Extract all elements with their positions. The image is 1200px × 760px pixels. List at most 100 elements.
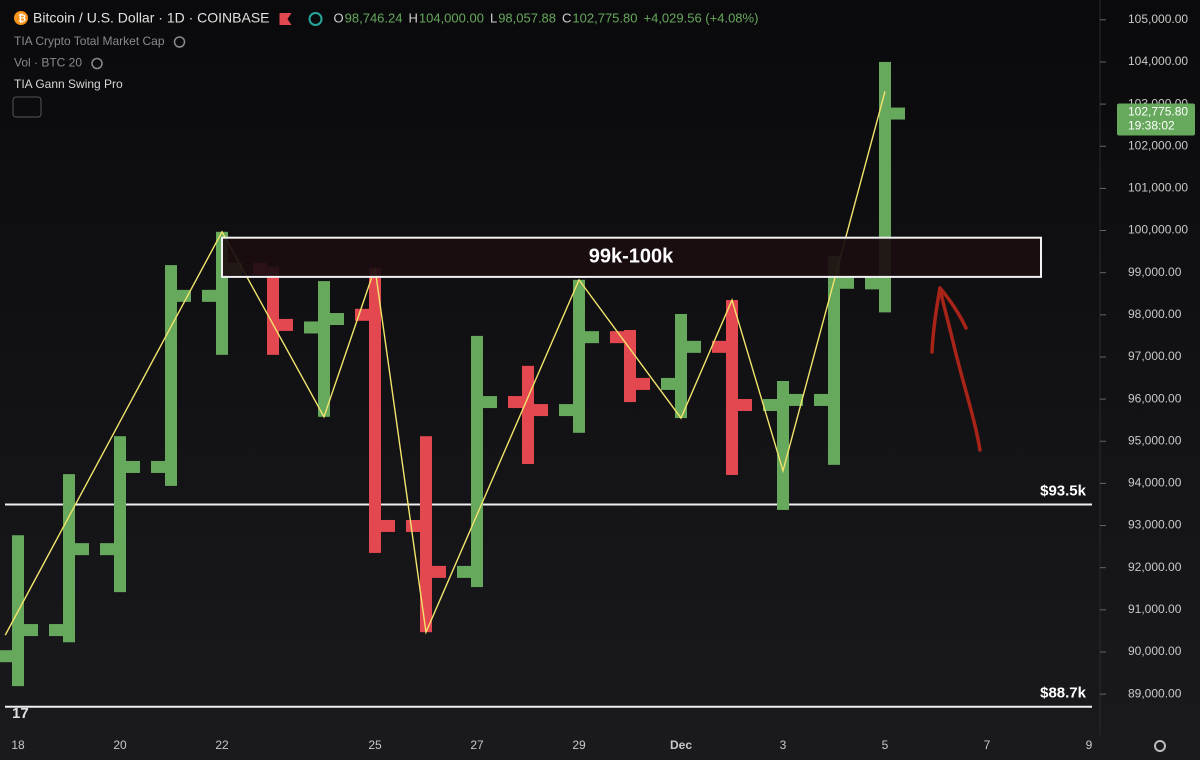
ohlc-value: 102,775.80	[572, 10, 637, 25]
bar-range	[573, 279, 585, 433]
bar-close	[840, 276, 854, 289]
x-tick-label: 27	[470, 738, 484, 752]
bar-range	[675, 313, 687, 419]
indicator-label: TIA Gann Swing Pro	[14, 77, 123, 91]
y-tick-label: 100,000.00	[1128, 223, 1188, 237]
x-tick-label: 9	[1086, 738, 1093, 752]
bar-range	[777, 380, 789, 510]
bar-close	[279, 318, 293, 331]
bar-close	[738, 399, 752, 412]
bar-close	[381, 519, 395, 532]
ohlc-value: 104,000.00	[419, 10, 484, 25]
y-tick-label: 89,000.00	[1128, 686, 1182, 700]
annotation-arrow	[930, 286, 982, 452]
bar-open	[610, 331, 624, 344]
bar-close	[585, 331, 599, 344]
y-tick-label: 90,000.00	[1128, 644, 1182, 658]
y-tick-label: 97,000.00	[1128, 349, 1182, 363]
x-tick-label: 18	[11, 738, 25, 752]
bar-open	[406, 519, 420, 532]
bar-range	[522, 365, 534, 465]
bar-range	[828, 255, 840, 465]
bar-open	[559, 404, 573, 417]
bar-open	[763, 399, 777, 412]
bar-close	[483, 396, 497, 409]
change-value: +4,029.56 (+4.08%)	[644, 10, 759, 25]
coin-icon-glyph: ₿	[18, 13, 26, 25]
coin-icon	[14, 11, 28, 25]
y-tick-label: 104,000.00	[1128, 54, 1188, 68]
y-tick-label: 93,000.00	[1128, 518, 1182, 532]
bar-range	[471, 335, 483, 588]
flag-icon[interactable]	[279, 13, 292, 25]
bar-open	[100, 543, 114, 556]
bar-range	[726, 300, 738, 475]
zone-box	[221, 236, 1042, 278]
bar-open	[304, 321, 318, 334]
bar-open	[661, 377, 675, 390]
last-price-label: 102,775.80	[1128, 105, 1188, 119]
ohlc-value: 98,057.88	[498, 10, 556, 25]
x-tick-label: 20	[113, 738, 127, 752]
bar-close	[75, 543, 89, 556]
bar-range	[420, 436, 432, 633]
countdown-label: 19:38:02	[1128, 119, 1175, 133]
hidden-icon	[91, 57, 103, 70]
y-tick-label: 102,000.00	[1128, 138, 1188, 152]
level-label: $88.7k	[1040, 685, 1087, 702]
tv-logo: 17	[12, 705, 29, 722]
x-tick-label: 7	[984, 738, 991, 752]
bar-open	[202, 289, 216, 302]
bar-open	[814, 393, 828, 406]
x-tick-label: 29	[572, 738, 586, 752]
bar-range	[369, 268, 381, 553]
bar-open	[865, 277, 879, 290]
bar-range	[624, 329, 636, 403]
bar-open	[508, 396, 522, 409]
swing-line	[4, 91, 886, 636]
bar-close	[330, 313, 344, 326]
bar-close	[891, 107, 905, 120]
bar-range	[114, 436, 126, 593]
collapse-button	[12, 96, 42, 118]
y-tick-label: 98,000.00	[1128, 307, 1182, 321]
ohlc-value: 98,746.24	[345, 10, 403, 25]
bar-range	[63, 474, 75, 643]
bar-close	[24, 624, 38, 637]
ohlc-key: C	[562, 10, 571, 25]
bar-close	[432, 565, 446, 578]
indicator-label: Vol · BTC 20	[14, 56, 82, 70]
hidden-icon	[173, 36, 186, 48]
y-tick-label: 91,000.00	[1128, 602, 1182, 616]
bar-open	[49, 624, 63, 637]
bar-open	[457, 565, 471, 578]
y-tick-label: 92,000.00	[1128, 560, 1182, 574]
settings-icon[interactable]	[1154, 740, 1166, 752]
y-tick-label: 99,000.00	[1128, 265, 1182, 279]
bar-close	[177, 289, 191, 302]
visibility-icon[interactable]	[308, 12, 323, 26]
y-tick-label: 96,000.00	[1128, 391, 1182, 405]
x-tick-label: 5	[882, 738, 889, 752]
y-tick-label: 95,000.00	[1128, 433, 1182, 447]
bar-close	[789, 393, 803, 406]
x-tick-label: Dec	[670, 738, 692, 752]
bar-close	[636, 377, 650, 390]
bar-range	[318, 281, 330, 417]
level-label: $93.5k	[1040, 482, 1087, 499]
zone-label: 99k-100k	[589, 246, 674, 268]
bar-range	[165, 265, 177, 486]
bar-open	[712, 340, 726, 353]
chart-title: Bitcoin / U.S. Dollar · 1D · COINBASE	[33, 10, 270, 26]
bar-range	[267, 266, 279, 355]
last-price-tag	[1117, 103, 1195, 136]
bar-open	[0, 650, 12, 663]
ohlc-key: O	[334, 10, 344, 25]
x-tick-label: 25	[368, 738, 382, 752]
ohlc-key: H	[408, 10, 417, 25]
y-tick-label: 101,000.00	[1128, 181, 1188, 195]
ohlc-key: L	[490, 10, 497, 25]
bar-close	[534, 404, 548, 417]
